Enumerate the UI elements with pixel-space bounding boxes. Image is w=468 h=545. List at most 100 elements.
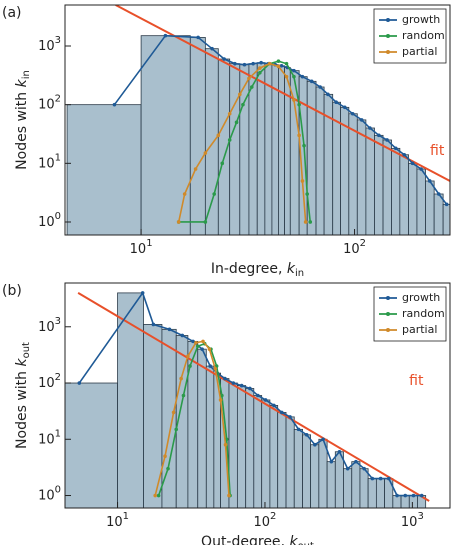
series-point: [220, 161, 225, 166]
series-point: [321, 437, 325, 442]
series-point: [329, 459, 334, 464]
series-point: [200, 347, 204, 351]
series-point: [216, 133, 221, 138]
series-point: [318, 85, 322, 89]
plot-frame: [64, 4, 451, 236]
series-point: [288, 415, 292, 419]
series-point: [227, 111, 232, 116]
series-point: [427, 179, 432, 183]
series-point: [258, 66, 262, 70]
series-point: [354, 459, 358, 464]
series-point: [272, 403, 276, 408]
bar: [365, 127, 375, 235]
y-tick-label: 103: [38, 316, 61, 335]
bar: [356, 119, 367, 235]
series-point: [227, 138, 232, 142]
x-axis-label-part: out: [298, 541, 314, 545]
y-tick-label: 101: [38, 428, 61, 447]
x-axis-label-part: in: [295, 268, 304, 279]
series-point: [393, 146, 398, 151]
series-point: [238, 92, 242, 97]
bar: [261, 399, 271, 508]
bar: [285, 416, 295, 508]
series-point: [276, 59, 281, 64]
series-point: [239, 383, 244, 388]
series-point: [231, 381, 236, 385]
series-point: [368, 126, 372, 130]
bar: [442, 203, 450, 235]
series-point: [249, 85, 254, 89]
bar: [326, 461, 336, 508]
bar: [277, 412, 287, 508]
series-point: [284, 61, 289, 66]
y-tick-label: 101: [38, 152, 61, 171]
legend-dot: [386, 328, 390, 332]
y-tick-label: 100: [38, 211, 61, 230]
series-point: [242, 62, 247, 67]
series-point: [179, 376, 183, 381]
bar: [229, 63, 241, 235]
series-point: [436, 192, 441, 196]
series-point: [259, 60, 263, 65]
series-point: [304, 433, 309, 437]
bar: [140, 35, 191, 235]
series-point: [166, 466, 170, 471]
series-point: [308, 220, 313, 224]
series-point: [300, 179, 305, 183]
legend-dot: [386, 50, 390, 54]
series-point: [302, 143, 306, 148]
series-point: [151, 322, 156, 327]
series-line: [154, 340, 230, 496]
series-point: [218, 398, 223, 402]
series-point: [326, 92, 330, 97]
series-point: [201, 339, 205, 344]
y-axis-label-part: out: [21, 342, 32, 358]
bar: [315, 86, 325, 235]
series-point: [195, 344, 200, 349]
series-point: [203, 151, 208, 155]
series-point: [194, 340, 198, 345]
bar: [264, 63, 273, 235]
panel-label: (a): [2, 5, 22, 21]
series-point: [292, 68, 296, 73]
y-tick-label: 102: [38, 94, 61, 113]
bar: [205, 365, 215, 508]
series-line: [157, 342, 231, 496]
bar: [399, 154, 409, 235]
legend-dot: [386, 312, 390, 316]
series-point: [411, 493, 416, 498]
legend-label: growth: [402, 291, 440, 304]
series-point: [292, 98, 296, 102]
series-point: [444, 202, 449, 207]
series-point: [402, 152, 407, 157]
panel-label: (b): [2, 283, 22, 299]
series-point: [140, 291, 145, 295]
series-point: [387, 476, 391, 481]
series-point: [395, 493, 399, 498]
series-point: [163, 454, 167, 459]
series-point: [267, 61, 272, 66]
series-point: [181, 393, 186, 398]
legend-label: growth: [402, 13, 440, 26]
series-point: [203, 220, 208, 224]
series-point: [213, 366, 218, 371]
series-point: [222, 57, 226, 61]
legend-dot: [386, 296, 390, 300]
plot-area: [65, 291, 430, 508]
series-point: [350, 111, 355, 116]
plot-area: [66, 5, 450, 235]
bar: [239, 64, 250, 235]
series-point: [167, 327, 172, 332]
bar: [284, 67, 291, 235]
fit-label: fit: [409, 373, 424, 389]
series-point: [207, 347, 212, 351]
series-point: [248, 386, 252, 391]
series-point: [247, 76, 251, 81]
x-tick-label: 101: [130, 238, 153, 257]
series-point: [297, 102, 301, 107]
series-point: [112, 102, 117, 107]
series-point: [284, 74, 289, 79]
y-tick-label: 103: [38, 35, 61, 54]
legend-dot: [386, 34, 390, 38]
series-point: [256, 393, 260, 398]
